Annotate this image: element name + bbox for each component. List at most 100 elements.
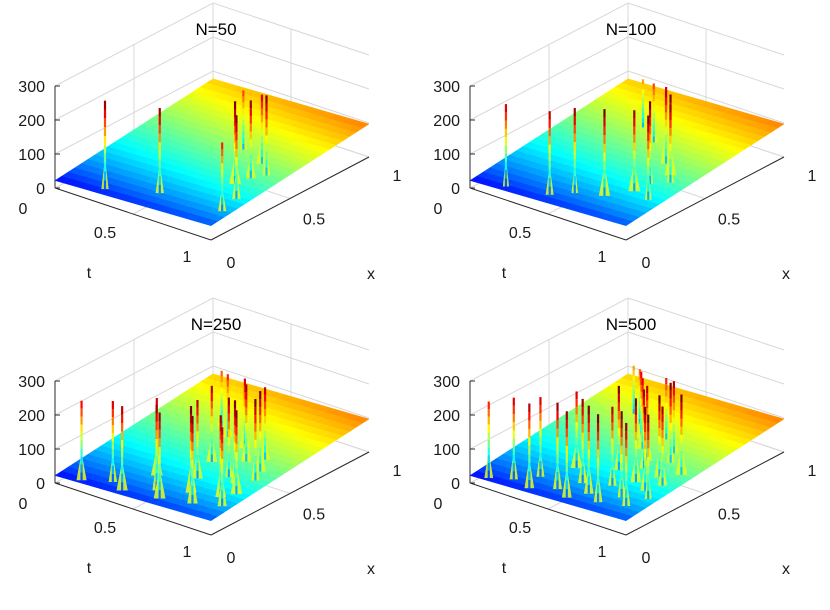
subplot-title: N=250	[191, 315, 242, 334]
spike	[241, 384, 252, 462]
x-tick-label: 0	[227, 550, 236, 567]
t-axis-label: t	[87, 265, 92, 282]
z-tick-label: 100	[433, 442, 460, 459]
spike	[254, 391, 266, 472]
subplot-svg: N=250 0 100 200 300 0 0.5 1 0 0.5 1 t x	[18, 297, 402, 578]
subplot-svg: N=50 0 100 200 300 0 0.5 1 0 0.5 1 t x	[18, 2, 402, 283]
subplot-title: N=500	[606, 315, 657, 334]
t-tick-label: 0	[19, 496, 28, 513]
spike	[622, 422, 631, 507]
spike	[256, 94, 268, 164]
spike	[524, 403, 535, 489]
t-axis-label: t	[502, 265, 507, 282]
z-tick-label: 300	[433, 79, 460, 96]
spike	[217, 427, 227, 507]
subplot-svg: N=100 0 100 200 300 0 0.5 1 0 0.5 1 t x	[433, 2, 817, 283]
spike	[593, 414, 603, 503]
subplot-title: N=50	[195, 20, 236, 39]
z-tick-label: 0	[36, 476, 45, 493]
spike	[76, 400, 87, 481]
spike	[251, 398, 260, 481]
z-tick-label: 300	[433, 374, 460, 391]
t-tick-label: 1	[598, 249, 607, 266]
spike	[583, 405, 594, 494]
subplot-n500: N=500 0 100 200 300 0 0.5 1 0 0.5 1 t x	[415, 295, 830, 600]
x-tick-label: 1	[808, 168, 817, 185]
t-tick-label: 1	[598, 544, 607, 561]
spike	[639, 79, 647, 128]
spike	[239, 90, 248, 150]
x-axis-label: x	[782, 266, 790, 283]
spike	[675, 394, 688, 475]
z-tick-label: 100	[433, 147, 460, 164]
spike	[262, 95, 271, 176]
t-axis-label: t	[87, 560, 92, 577]
spike	[225, 397, 233, 478]
t-axis-label: t	[502, 560, 507, 577]
spike	[218, 142, 227, 212]
t-tick-label: 1	[183, 249, 192, 266]
x-tick-label: 1	[808, 463, 817, 480]
spike	[662, 377, 671, 440]
surface	[469, 78, 785, 226]
axes	[469, 380, 785, 536]
spike	[153, 412, 166, 499]
x-tick-label: 0	[642, 255, 651, 272]
spike	[101, 100, 109, 190]
t-tick-label: 0.5	[509, 520, 531, 537]
spike	[649, 83, 659, 143]
spike	[666, 104, 674, 183]
t-tick-label: 0	[434, 201, 443, 218]
spike	[108, 400, 118, 482]
x-tick-label: 0.5	[718, 212, 740, 229]
x-tick-label: 0	[227, 255, 236, 272]
t-tick-label: 1	[183, 544, 192, 561]
spike	[232, 115, 241, 200]
spike	[617, 411, 626, 498]
subplot-n50: N=50 0 100 200 300 0 0.5 1 0 0.5 1 t x	[0, 0, 415, 305]
spike	[608, 406, 617, 486]
z-tick-label: 300	[18, 79, 45, 96]
spike	[260, 387, 271, 460]
spike	[571, 108, 579, 194]
axes	[54, 380, 370, 536]
spike	[187, 415, 198, 504]
subplot-n250: N=250 0 100 200 300 0 0.5 1 0 0.5 1 t x	[0, 295, 415, 600]
z-tick-label: 100	[18, 147, 45, 164]
spike	[206, 385, 218, 462]
x-tick-label: 1	[393, 463, 402, 480]
spike	[644, 115, 652, 200]
x-axis-label: x	[367, 266, 375, 283]
spike	[155, 108, 164, 194]
spike	[628, 110, 641, 192]
axes	[54, 85, 370, 241]
x-tick-label: 0.5	[303, 212, 325, 229]
x-tick-label: 0	[642, 550, 651, 567]
spike	[536, 397, 545, 477]
z-tick-label: 200	[18, 113, 45, 130]
subplot-title: N=100	[606, 20, 657, 39]
spike	[509, 397, 518, 480]
spike	[553, 402, 563, 490]
spike	[598, 109, 611, 196]
spike	[561, 411, 572, 498]
t-tick-label: 0	[434, 496, 443, 513]
spike	[192, 400, 203, 479]
z-tick-label: 300	[18, 374, 45, 391]
spike	[502, 104, 510, 187]
t-tick-label: 0.5	[94, 520, 116, 537]
spike	[644, 414, 652, 500]
spikes	[502, 79, 677, 200]
spikes	[484, 365, 688, 507]
x-tick-label: 0.5	[303, 507, 325, 524]
t-tick-label: 0.5	[509, 225, 531, 242]
z-tick-label: 200	[433, 113, 460, 130]
x-tick-label: 1	[393, 168, 402, 185]
spike	[545, 111, 554, 195]
spike	[630, 398, 642, 483]
z-tick-label: 200	[18, 408, 45, 425]
subplot-svg: N=500 0 100 200 300 0 0.5 1 0 0.5 1 t x	[433, 297, 817, 578]
z-tick-label: 0	[451, 476, 460, 493]
spike	[578, 398, 588, 484]
